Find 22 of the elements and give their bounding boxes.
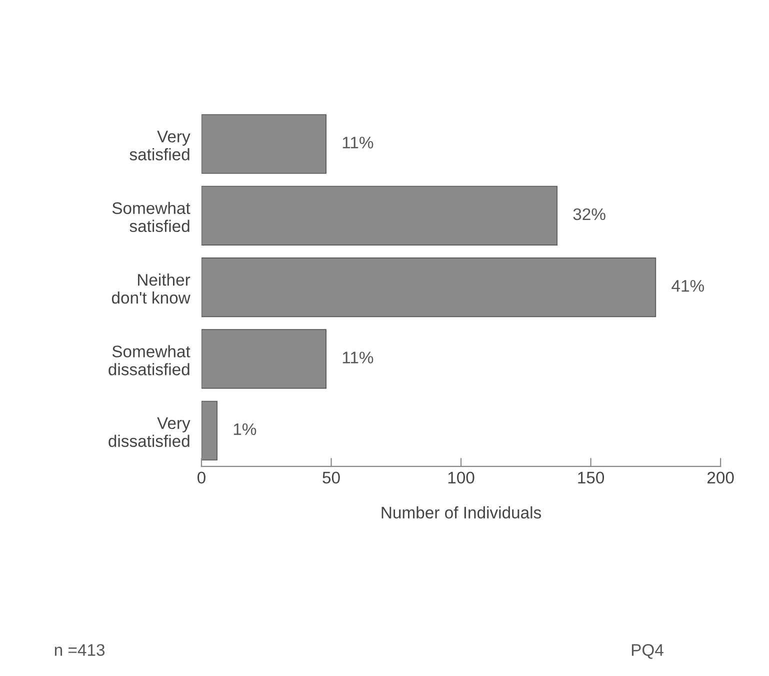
- y-tick-label: Very satisfied: [130, 130, 190, 160]
- annotation: 41%: [672, 280, 704, 292]
- y-tick-label: Somewhat satisfied: [112, 202, 190, 232]
- x-tick-label: 150: [578, 472, 604, 484]
- bar: [201, 186, 558, 246]
- x-tick-label: 100: [448, 472, 474, 484]
- text: PQ4: [632, 644, 664, 659]
- annotation: 32%: [573, 208, 606, 220]
- annotation: 11%: [342, 136, 374, 148]
- bar: [201, 114, 326, 174]
- y-tick-label: Somewhat dissatisfied: [108, 345, 190, 376]
- y-tick-label: Neither don't know: [112, 273, 190, 304]
- x-tick-label: 50: [322, 472, 340, 484]
- x-tick-label: 0: [197, 472, 206, 484]
- x-axis-title: Number of Individuals: [382, 506, 542, 519]
- x-tick-label: 200: [707, 472, 734, 484]
- bar: [201, 329, 326, 389]
- annotation: 1%: [234, 423, 256, 436]
- y-tick-label: Very dissatisfied: [108, 417, 190, 447]
- text: n =413: [54, 644, 105, 656]
- bar: [201, 258, 656, 318]
- annotation: 11%: [342, 352, 374, 364]
